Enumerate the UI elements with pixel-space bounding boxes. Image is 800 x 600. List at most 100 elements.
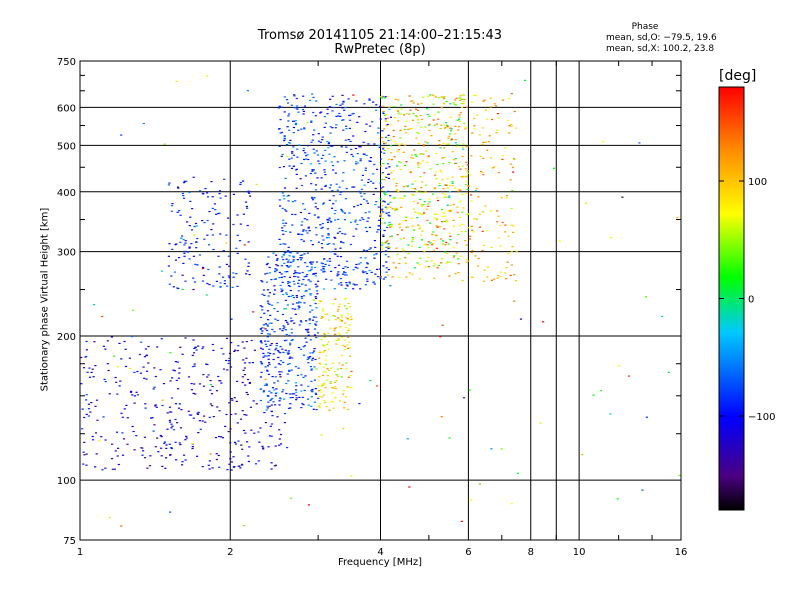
data-point: [278, 166, 281, 169]
data-point: [301, 271, 304, 274]
data-point: [283, 413, 287, 415]
data-point: [387, 256, 390, 258]
data-point: [347, 313, 350, 315]
data-point: [92, 376, 95, 378]
data-point: [312, 299, 315, 301]
data-point: [242, 429, 246, 432]
data-point: [473, 117, 476, 120]
data-point: [130, 390, 133, 392]
data-point: [287, 120, 290, 122]
data-point: [287, 350, 290, 352]
data-point: [243, 347, 246, 349]
data-point: [257, 431, 260, 433]
data-point: [445, 184, 448, 186]
data-point: [145, 378, 148, 380]
data-point: [178, 372, 181, 374]
data-point: [381, 211, 384, 213]
data-point: [413, 267, 416, 269]
data-point: [280, 371, 283, 373]
data-point: [321, 310, 325, 312]
data-point: [286, 126, 289, 128]
data-point: [226, 469, 229, 471]
data-point: [417, 162, 420, 164]
data-point: [420, 153, 423, 155]
data-point: [381, 95, 384, 97]
data-point: [386, 226, 389, 229]
data-point: [280, 155, 283, 157]
data-point: [177, 388, 180, 390]
data-point: [365, 154, 368, 156]
data-point: [344, 396, 347, 398]
data-point: [287, 281, 290, 283]
data-point: [399, 137, 402, 139]
data-point: [321, 263, 324, 265]
data-point: [542, 321, 545, 323]
data-point: [316, 332, 320, 334]
data-point: [266, 262, 269, 265]
data-point: [350, 475, 353, 477]
data-point: [207, 464, 210, 466]
data-point: [190, 383, 193, 385]
data-point: [459, 255, 462, 257]
data-point: [464, 168, 467, 170]
data-point: [416, 217, 419, 219]
data-point: [245, 341, 248, 343]
data-point: [288, 276, 292, 278]
data-point: [247, 191, 250, 193]
data-point: [392, 262, 395, 264]
data-point: [279, 360, 282, 362]
data-point: [94, 432, 98, 434]
data-point: [309, 261, 312, 263]
data-point: [219, 233, 222, 235]
data-point: [160, 455, 163, 457]
data-point: [110, 458, 114, 460]
data-point: [275, 259, 279, 261]
data-point: [95, 453, 98, 455]
data-point: [481, 172, 484, 174]
data-point: [466, 214, 469, 216]
data-point: [329, 126, 332, 128]
data-point: [315, 261, 319, 263]
data-point: [177, 187, 180, 189]
data-point: [329, 260, 332, 262]
data-point: [312, 96, 315, 98]
data-point: [390, 152, 393, 154]
data-point: [279, 397, 282, 399]
data-point: [232, 276, 235, 278]
data-point: [282, 243, 285, 245]
data-point: [334, 386, 337, 388]
data-point: [378, 146, 381, 149]
data-point: [487, 141, 490, 143]
data-point: [384, 114, 387, 116]
data-point: [207, 268, 210, 271]
data-point: [236, 350, 239, 352]
data-point: [285, 258, 288, 260]
data-point: [345, 260, 348, 262]
data-point: [471, 229, 474, 231]
data-point: [334, 327, 338, 329]
data-point: [454, 99, 457, 101]
data-point: [433, 187, 436, 189]
data-point: [181, 274, 184, 276]
data-point: [288, 334, 291, 336]
data-point: [420, 239, 424, 241]
data-point: [390, 172, 393, 174]
data-point: [95, 399, 99, 401]
data-point: [359, 257, 362, 259]
data-point: [218, 266, 221, 268]
data-point: [366, 263, 369, 265]
data-point: [228, 352, 232, 354]
data-point: [245, 205, 248, 208]
data-point: [459, 97, 462, 99]
data-point: [297, 305, 300, 307]
data-point: [183, 252, 186, 254]
data-point: [331, 110, 334, 112]
data-point: [435, 213, 438, 215]
data-point: [393, 197, 396, 199]
data-point: [250, 429, 253, 431]
data-point: [268, 272, 272, 274]
data-point: [410, 157, 413, 159]
data-point: [186, 251, 190, 253]
data-point: [324, 185, 327, 187]
data-point: [321, 235, 324, 237]
